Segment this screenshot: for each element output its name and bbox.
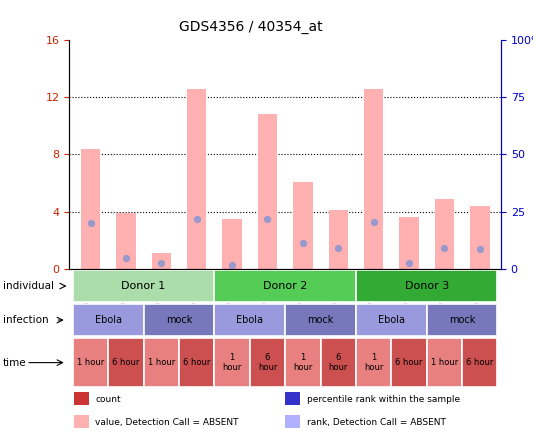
Bar (470, 206, 489, 269)
Point (405, 260, 413, 267)
Bar (116, 213, 135, 269)
Point (157, 260, 166, 267)
Point (369, 218, 378, 226)
Bar (435, 199, 454, 269)
Text: Donor 2: Donor 2 (263, 281, 308, 291)
Point (440, 244, 449, 251)
Text: 6
hour: 6 hour (328, 353, 348, 373)
Bar (179, 338, 214, 387)
Bar (151, 253, 171, 269)
Text: 1
hour: 1 hour (222, 353, 242, 373)
Bar (73, 304, 143, 337)
Point (86, 220, 95, 227)
Text: Donor 3: Donor 3 (405, 281, 449, 291)
Text: 1 hour: 1 hour (431, 358, 458, 367)
Text: 1
hour: 1 hour (364, 353, 383, 373)
Text: 1 hour: 1 hour (77, 358, 104, 367)
Point (298, 240, 307, 247)
Bar (143, 304, 214, 337)
Bar (74, 415, 88, 428)
Bar (74, 392, 88, 405)
Text: infection: infection (3, 315, 49, 325)
Bar (108, 338, 143, 387)
Bar (285, 304, 356, 337)
Bar (81, 149, 100, 269)
Text: 6
hour: 6 hour (258, 353, 277, 373)
Bar (258, 115, 277, 269)
Bar (285, 392, 300, 405)
Bar (399, 218, 419, 269)
Text: 6 hour: 6 hour (395, 358, 423, 367)
Bar (356, 270, 497, 302)
Text: value, Detection Call = ABSENT: value, Detection Call = ABSENT (95, 418, 239, 427)
Bar (214, 338, 250, 387)
Bar (222, 219, 242, 269)
Text: individual: individual (3, 281, 54, 291)
Text: mock: mock (308, 315, 334, 325)
Bar (73, 270, 214, 302)
Bar (293, 182, 312, 269)
Bar (187, 89, 206, 269)
Text: Ebola: Ebola (95, 315, 122, 325)
Bar (214, 270, 356, 302)
Bar (285, 415, 300, 428)
Text: count: count (95, 395, 121, 404)
Text: time: time (3, 357, 26, 368)
Point (122, 254, 130, 261)
Point (192, 215, 201, 222)
Text: GDS4356 / 40354_at: GDS4356 / 40354_at (179, 20, 322, 34)
Bar (73, 338, 108, 387)
Text: 6 hour: 6 hour (112, 358, 140, 367)
Text: rank, Detection Call = ABSENT: rank, Detection Call = ABSENT (307, 418, 446, 427)
Bar (143, 338, 179, 387)
Text: mock: mock (166, 315, 192, 325)
Bar (391, 338, 427, 387)
Text: Ebola: Ebola (378, 315, 405, 325)
Bar (364, 89, 383, 269)
Text: Donor 1: Donor 1 (122, 281, 166, 291)
Bar (462, 338, 497, 387)
Bar (356, 304, 427, 337)
Text: percentile rank within the sample: percentile rank within the sample (307, 395, 460, 404)
Point (475, 246, 484, 253)
Text: 1
hour: 1 hour (293, 353, 312, 373)
Bar (427, 338, 462, 387)
Bar (328, 210, 348, 269)
Text: mock: mock (449, 315, 475, 325)
Text: Ebola: Ebola (236, 315, 263, 325)
Bar (214, 304, 285, 337)
Bar (285, 338, 320, 387)
Text: 6 hour: 6 hour (466, 358, 494, 367)
Text: 1 hour: 1 hour (148, 358, 175, 367)
Bar (250, 338, 285, 387)
Text: 6 hour: 6 hour (183, 358, 211, 367)
Bar (356, 338, 391, 387)
Point (334, 244, 343, 251)
Bar (427, 304, 497, 337)
Bar (320, 338, 356, 387)
Point (263, 215, 272, 222)
Point (228, 262, 236, 269)
